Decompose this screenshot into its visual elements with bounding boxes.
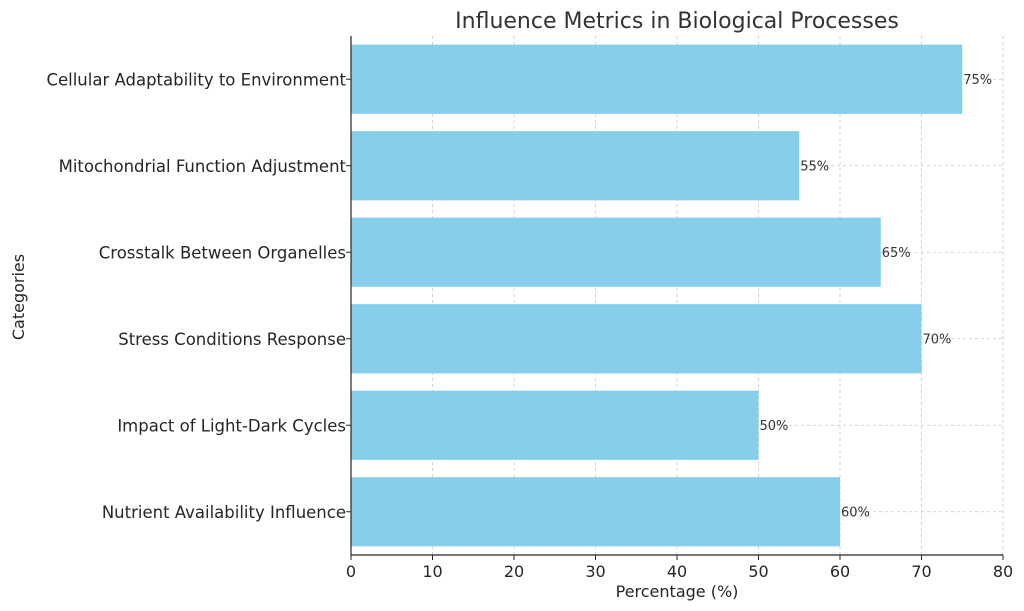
y-tick-label: Stress Conditions Response (118, 330, 346, 349)
bar-value-label: 65% (882, 246, 911, 261)
bars (351, 44, 963, 547)
y-tick-label: Cellular Adaptability to Environment (46, 70, 346, 89)
bar-value-label: 50% (760, 419, 789, 434)
x-tick-label: 40 (667, 562, 687, 581)
x-tick-label: 70 (911, 562, 931, 581)
x-tick-label: 20 (504, 562, 524, 581)
bar (351, 477, 840, 547)
bar-value-labels: 75% 55% 65% 70% 50% 60% (760, 73, 993, 521)
x-tick-label: 60 (830, 562, 850, 581)
bar (351, 390, 759, 460)
bar (351, 44, 963, 114)
x-tick-label: 80 (993, 562, 1013, 581)
y-axis-category-labels: Cellular Adaptability to Environment Mito… (46, 70, 351, 522)
y-tick-label: Impact of Light-Dark Cycles (117, 416, 346, 435)
x-axis-ticks: 0 10 20 30 40 50 60 70 80 (346, 555, 1013, 581)
x-tick-label: 30 (585, 562, 605, 581)
bar-value-label: 70% (923, 332, 952, 347)
bar (351, 217, 881, 287)
y-tick-label: Crosstalk Between Organelles (99, 243, 346, 262)
bar-value-label: 60% (841, 505, 870, 520)
x-tick-label: 0 (346, 562, 356, 581)
y-tick-label: Mitochondrial Function Adjustment (59, 157, 347, 176)
chart-title: Influence Metrics in Biological Processe… (455, 9, 899, 34)
x-axis-title: Percentage (%) (616, 582, 739, 601)
bar-value-label: 55% (800, 159, 829, 174)
bar (351, 131, 800, 201)
bar (351, 304, 922, 374)
y-tick-label: Nutrient Availability Influence (102, 503, 346, 522)
x-tick-label: 50 (748, 562, 768, 581)
x-tick-label: 10 (422, 562, 442, 581)
bar-value-label: 75% (963, 73, 992, 88)
y-axis-title: Categories (9, 254, 28, 340)
